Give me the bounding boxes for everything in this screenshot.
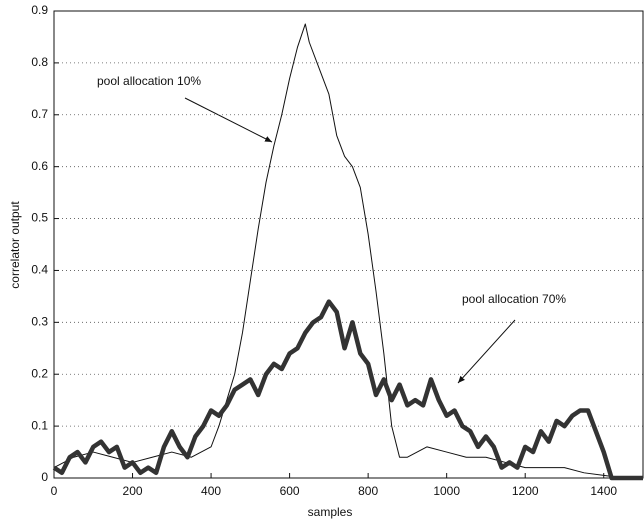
plot-frame — [53, 10, 644, 479]
data-line — [52, 299, 643, 481]
y-tick-label: 0.7 — [31, 107, 48, 121]
y-tick-label: 0.8 — [31, 55, 48, 69]
y-tick-label: 0.6 — [31, 159, 48, 173]
x-tick-label: 1200 — [512, 484, 539, 498]
annotation-arrow — [184, 97, 273, 143]
x-tick-label: 1400 — [590, 484, 617, 498]
annotation: pool allocation 10% — [97, 74, 201, 88]
y-tick-label: 0.2 — [31, 366, 48, 380]
y-tick-label: 0.5 — [31, 211, 48, 225]
y-tick-label: 0.4 — [31, 263, 48, 277]
x-tick-label: 600 — [280, 484, 300, 498]
y-tick-label: 0.3 — [31, 315, 48, 329]
y-tick-label: 0.1 — [31, 418, 48, 432]
x-tick-label: 0 — [51, 484, 58, 498]
y-tick-label: 0 — [41, 470, 48, 484]
y-axis-label: correlator output — [8, 201, 22, 289]
x-tick-label: 1000 — [433, 484, 460, 498]
data-line — [53, 23, 643, 479]
x-tick-label: 200 — [123, 484, 143, 498]
annotation: pool allocation 70% — [462, 292, 566, 306]
y-tick-label: 0.9 — [31, 3, 48, 17]
x-axis-label: samples — [308, 505, 353, 519]
x-tick-label: 800 — [358, 484, 378, 498]
x-tick-label: 400 — [201, 484, 221, 498]
annotation-arrow — [457, 319, 516, 384]
